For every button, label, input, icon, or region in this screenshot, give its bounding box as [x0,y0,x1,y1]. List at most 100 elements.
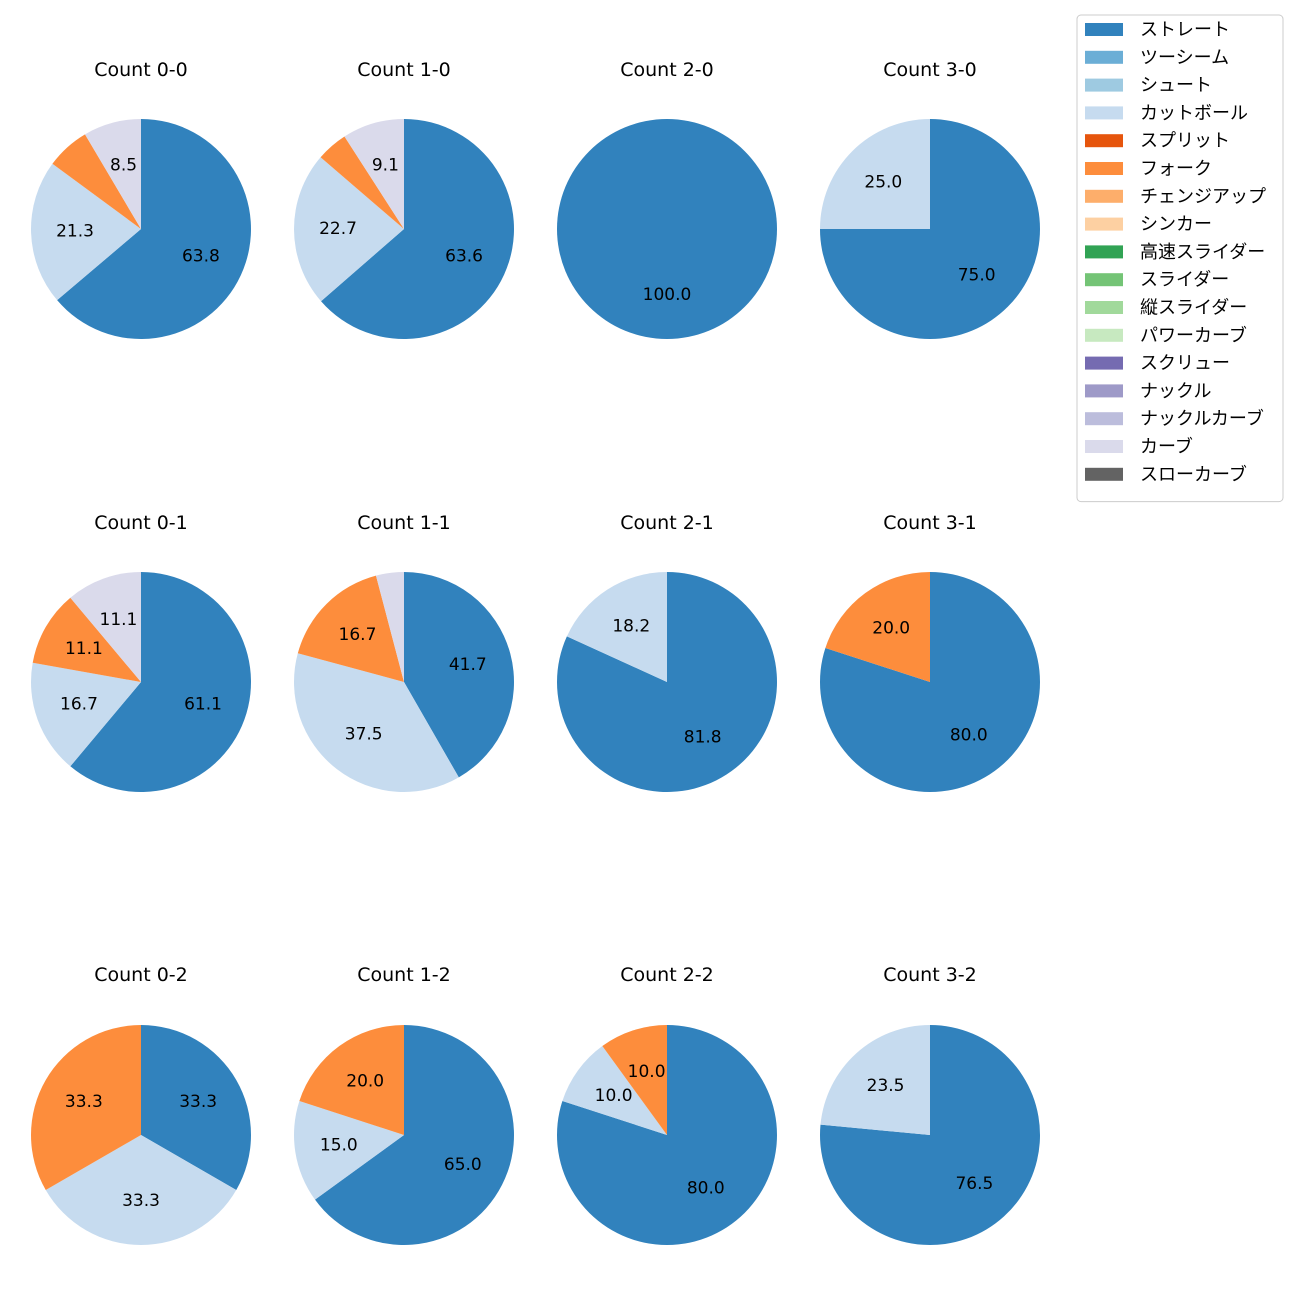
pie-slice-3 [602,1025,667,1135]
slice-label: 10.0 [628,1062,666,1082]
slice-label: 16.7 [339,625,377,645]
pie-slice-1 [556,1025,777,1245]
pie-count-0-1: Count 0-1 61.1 16.7 11.1 11.1 [31,512,252,792]
pie-count-2-1: Count 2-1 81.8 18.2 [557,512,778,792]
pie-slice-2 [820,1025,930,1135]
legend-swatch [1085,78,1123,92]
pie-title: Count 2-2 [620,964,714,986]
legend-label: チェンジアップ [1140,186,1266,207]
legend-item: スローカーブ [1085,463,1247,485]
pie-slice-2 [31,163,141,301]
legend-item: スプリット [1085,131,1230,152]
legend-item: パワーカーブ [1085,324,1247,346]
legend-swatch [1085,412,1123,426]
legend-item: ナックル [1085,381,1211,402]
pie-slice-1 [819,572,1040,792]
slice-label: 61.1 [184,695,222,715]
legend-item: ナックルカーブ [1085,408,1264,430]
slice-label: 20.0 [872,619,910,639]
legend-item: シンカー [1085,214,1212,235]
legend-swatch [1085,50,1123,64]
pie-slice-3 [320,136,404,229]
legend-swatch [1085,384,1123,398]
pie-title: Count 0-1 [94,512,188,534]
slice-label: 33.3 [65,1092,103,1112]
legend-swatch [1085,301,1123,314]
slice-label: 21.3 [56,221,94,241]
pie-title: Count 0-0 [94,59,188,81]
legend-label: ナックル [1140,381,1211,402]
legend-swatch [1085,217,1123,231]
legend-item: カーブ [1085,436,1193,458]
legend-frame [1076,14,1284,503]
legend-label: ストレート [1140,20,1230,41]
legend-item: スクリュー [1085,353,1230,374]
legend-label: フォーク [1140,159,1212,180]
slice-label: 37.5 [345,724,383,744]
pie-slice-3 [32,597,142,682]
legend-swatch [1085,273,1123,287]
pie-slice-1 [557,572,778,792]
legend-item: スライダー [1085,270,1229,291]
pie-slice-1 [557,119,777,339]
pie-title: Count 0-2 [94,964,188,986]
legend-label: カーブ [1140,436,1193,458]
pie-count-3-1: Count 3-1 80.0 20.0 [819,512,1040,792]
pie-slice-4 [70,572,141,682]
pie-slice-1 [404,572,515,778]
legend-swatch [1085,440,1123,453]
pie-slice-1 [57,119,251,339]
pie-slice-1 [315,1025,514,1246]
pie-slice-4 [344,119,404,229]
legend-label: パワーカーブ [1140,324,1247,346]
legend-swatch [1085,356,1123,370]
legend-swatch [1085,134,1123,148]
pie-title: Count 2-0 [620,59,714,81]
legend-label: スライダー [1140,270,1229,291]
pie-slice-1 [70,572,252,792]
pie-count-0-2: Count 0-2 33.3 33.3 33.3 [31,964,251,1245]
legend: ストレートツーシームシュートカットボールスプリットフォークチェンジアップシンカー… [1076,14,1284,503]
slice-label: 25.0 [864,172,902,192]
pie-title: Count 3-0 [883,59,977,81]
legend-swatch [1085,245,1123,259]
legend-label: カットボール [1140,103,1248,124]
legend-label: ナックルカーブ [1140,408,1264,430]
legend-item: ツーシーム [1085,47,1229,68]
slice-label: 65.0 [444,1155,482,1175]
pie-slice-2 [31,662,142,767]
pies-layer: Count 0-0 63.8 21.3 8.5 Count 1-0 63.6 22.7 9.1… [31,59,1041,1246]
legend-item: カットボール [1085,103,1248,124]
pie-slice-2 [825,572,930,682]
pie-count-1-0: Count 1-0 63.6 22.7 9.1 [294,59,515,339]
pie-count-3-2: Count 3-2 76.5 23.5 [820,964,1041,1245]
legend-swatch [1085,23,1123,36]
slice-label: 81.8 [684,728,722,748]
pie-slice-2 [562,1046,667,1135]
slice-label: 22.7 [319,219,357,239]
legend-swatch [1085,162,1123,175]
legend-item: フォーク [1085,159,1212,180]
pie-slice-2 [294,157,404,302]
slice-label: 9.1 [372,156,399,176]
legend-swatch [1085,189,1123,203]
slice-label: 33.3 [122,1191,160,1211]
legend-label: スプリット [1140,131,1230,152]
pie-slice-1 [141,1025,251,1190]
pie-slice-2 [294,653,459,793]
legend-label: スローカーブ [1140,463,1247,485]
legend-swatch [1085,467,1123,481]
pie-title: Count 1-2 [357,964,451,986]
pie-slice-4 [375,572,404,682]
pie-count-2-0: Count 2-0 100.0 [557,59,777,339]
slice-label: 80.0 [950,725,988,745]
pie-slice-3 [52,134,141,229]
slice-label: 11.1 [65,639,103,659]
slice-label: 100.0 [643,285,692,305]
legend-label: シンカー [1140,214,1212,235]
slice-label: 63.8 [182,247,220,267]
slice-label: 23.5 [867,1076,905,1096]
slice-label: 41.7 [449,655,487,675]
slice-label: 33.3 [179,1092,217,1112]
